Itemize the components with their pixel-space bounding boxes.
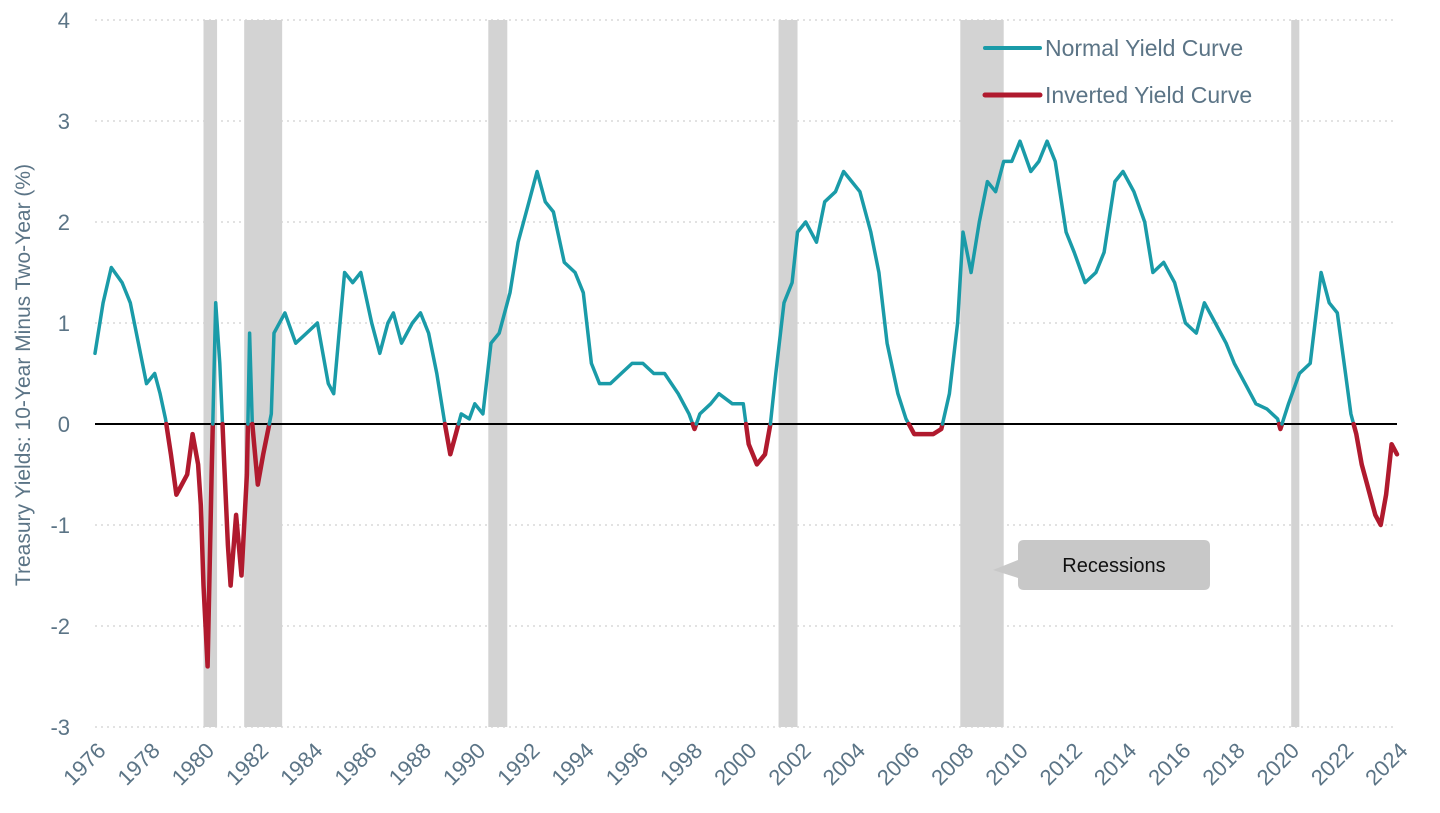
- y-tick-label: -2: [50, 614, 70, 639]
- normal-curve-segment: [246, 331, 255, 426]
- normal-curve-segment: [940, 139, 1281, 426]
- inverted-curve-segment: [220, 421, 251, 588]
- gridlines: [95, 19, 1397, 728]
- normal-curve-segment: [93, 265, 169, 426]
- x-tick-label: 1978: [112, 738, 164, 790]
- x-tick-label: 1990: [438, 738, 490, 790]
- x-tick-label: 1980: [167, 738, 219, 790]
- y-tick-label: 1: [58, 311, 70, 336]
- legend-label-inverted: Inverted Yield Curve: [1045, 82, 1252, 108]
- x-tick-label: 2004: [818, 738, 870, 790]
- x-tick-label: 2010: [980, 738, 1032, 790]
- x-tick-label: 2018: [1197, 738, 1249, 790]
- recession-bands: [203, 20, 1300, 727]
- inverted-curve-segment: [1351, 421, 1400, 528]
- inverted-curve-segment: [906, 421, 945, 437]
- legend: Normal Yield Curve Inverted Yield Curve: [982, 35, 1252, 108]
- x-tick-label: 2020: [1252, 738, 1304, 790]
- x-tick-label: 2006: [872, 738, 924, 790]
- inverted-curve-segment: [442, 421, 461, 457]
- recession-band: [778, 20, 798, 727]
- recession-band: [203, 20, 218, 727]
- x-tick-label: 1982: [221, 738, 273, 790]
- x-tick-label: 1998: [655, 738, 707, 790]
- normal-curve-segment: [1280, 270, 1356, 426]
- recession-band: [1291, 20, 1300, 727]
- recession-band: [488, 20, 508, 727]
- x-tick-label: 1996: [601, 738, 653, 790]
- y-axis-label: Treasury Yields: 10-Year Minus Two-Year …: [12, 164, 35, 586]
- recessions-callout: Recessions: [993, 540, 1210, 590]
- yield-spread-series: [93, 139, 1400, 669]
- x-tick-label: 1988: [384, 738, 436, 790]
- normal-curve-segment: [211, 301, 225, 426]
- x-tick-label: 1986: [329, 738, 381, 790]
- y-tick-label: -3: [50, 715, 70, 740]
- recession-band: [960, 20, 1004, 727]
- y-tick-label: 4: [58, 8, 70, 33]
- y-tick-label: 0: [58, 412, 70, 437]
- x-tick-label: 1976: [58, 738, 110, 790]
- recessions-callout-label: Recessions: [1062, 555, 1165, 577]
- x-tick-label: 2016: [1143, 738, 1195, 790]
- x-tick-label: 2008: [926, 738, 978, 790]
- inverted-curve-segment: [690, 421, 699, 432]
- inverted-curve-segment: [250, 421, 272, 487]
- x-tick-label: 2024: [1360, 738, 1412, 790]
- inverted-curve-segment: [743, 421, 773, 467]
- x-tick-label: 2002: [763, 738, 815, 790]
- y-tick-label: 2: [58, 210, 70, 235]
- y-tick-label: -1: [50, 513, 70, 538]
- y-tick-labels: 4 3 2 1 0 -1 -2 -3: [50, 8, 70, 740]
- legend-label-normal: Normal Yield Curve: [1045, 35, 1243, 61]
- x-tick-label: 2014: [1089, 738, 1141, 790]
- x-tick-label: 1994: [546, 738, 598, 790]
- x-tick-label: 2000: [709, 738, 761, 790]
- normal-curve-segment: [694, 391, 748, 426]
- y-tick-label: 3: [58, 109, 70, 134]
- x-tick-label: 2012: [1035, 738, 1087, 790]
- inverted-curve-segment: [164, 421, 216, 669]
- x-tick-label: 1984: [275, 738, 327, 790]
- x-tick-labels: 1976 1978 1980 1982 1984 1986 1988 1990 1992 1994…: [58, 738, 1412, 790]
- x-tick-label: 1992: [492, 738, 544, 790]
- normal-curve-segment: [768, 169, 911, 426]
- normal-curve-segment: [456, 169, 695, 426]
- x-tick-label: 2022: [1306, 738, 1358, 790]
- normal-curve-segment: [267, 270, 447, 426]
